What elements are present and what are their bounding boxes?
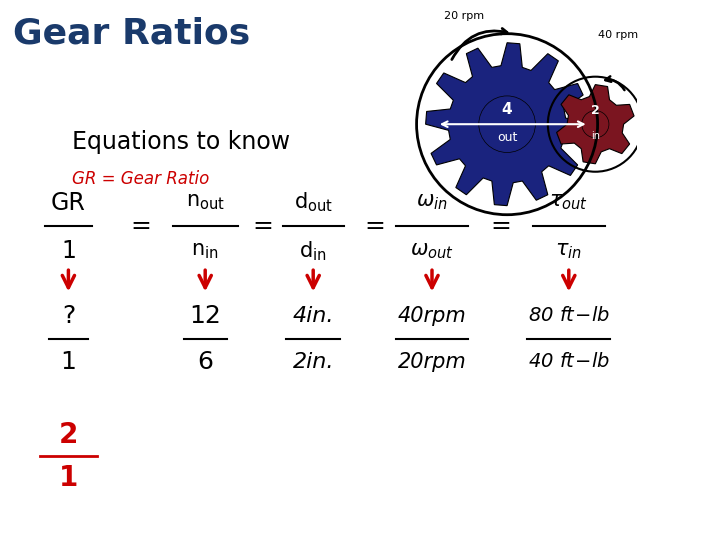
Text: =: = [364,214,384,238]
Text: $\omega_{in}$: $\omega_{in}$ [416,192,448,213]
Text: GR = Gear Ratio: GR = Gear Ratio [72,170,210,188]
Text: 80 $ft\!-\!lb$: 80 $ft\!-\!lb$ [528,306,610,326]
Text: 1: 1 [61,239,76,263]
Text: $\mathrm{n_{out}}$: $\mathrm{n_{out}}$ [186,192,225,213]
Polygon shape [557,85,634,164]
Circle shape [582,111,609,138]
Text: $\omega_{out}$: $\omega_{out}$ [410,241,454,261]
Text: in: in [591,131,600,141]
Text: Gear Ratios: Gear Ratios [13,16,251,50]
Text: 2: 2 [591,104,600,117]
Text: Equations to know: Equations to know [72,130,290,153]
Circle shape [479,96,536,152]
Text: GR: GR [51,191,86,214]
Text: $\mathrm{n_{in}}$: $\mathrm{n_{in}}$ [192,241,219,261]
Text: =: = [253,214,273,238]
Text: =: = [490,214,510,238]
Text: 1: 1 [60,350,76,374]
Text: 4: 4 [502,103,513,117]
Text: 20 rpm: 20 rpm [444,11,484,21]
Text: 20rpm: 20rpm [397,352,467,372]
Text: $\mathrm{d_{in}}$: $\mathrm{d_{in}}$ [300,239,327,263]
Text: 4in.: 4in. [292,306,334,326]
Text: $\tau_{in}$: $\tau_{in}$ [555,241,582,261]
Text: =: = [130,214,150,238]
Text: 40rpm: 40rpm [397,306,467,326]
Text: 6: 6 [197,350,213,374]
Text: 12: 12 [189,304,221,328]
Polygon shape [426,43,588,206]
Text: $\tau_{out}$: $\tau_{out}$ [549,192,588,213]
Text: 2: 2 [59,421,78,449]
Text: ?: ? [62,304,75,328]
Text: 1: 1 [59,464,78,492]
Text: out: out [497,131,517,144]
Text: 40 rpm: 40 rpm [598,30,638,40]
Text: 40 $ft\!-\!lb$: 40 $ft\!-\!lb$ [528,352,610,372]
Text: 2in.: 2in. [292,352,334,372]
Text: $\mathrm{d_{out}}$: $\mathrm{d_{out}}$ [294,191,333,214]
